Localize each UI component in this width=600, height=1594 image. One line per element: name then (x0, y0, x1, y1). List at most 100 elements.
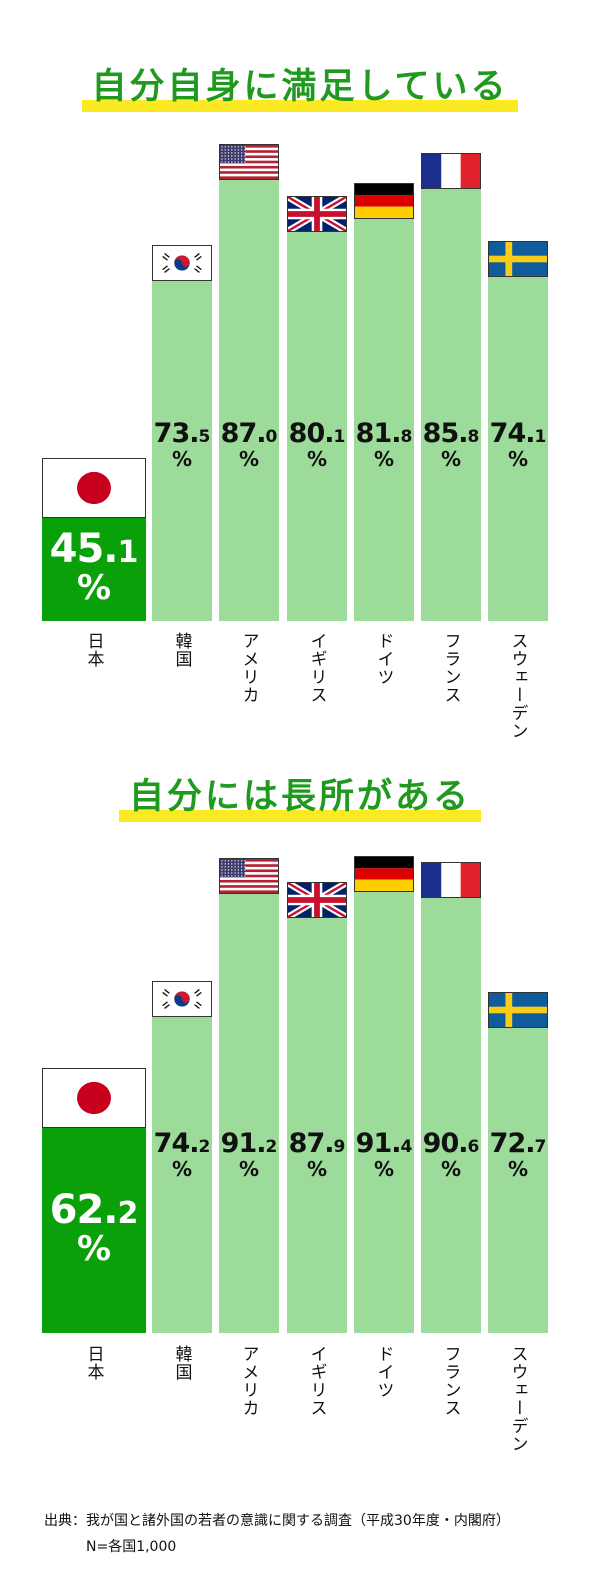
sweden-flag-icon (488, 240, 548, 277)
value-unit: % (76, 568, 112, 609)
uk-flag-icon (287, 881, 347, 918)
value-unit: % (440, 1157, 462, 1181)
category-label: イギリス (306, 1345, 327, 1417)
uk-flag-icon (287, 195, 347, 232)
germany-flag-icon (354, 183, 414, 220)
value-unit: % (171, 1157, 193, 1181)
bar (42, 517, 146, 621)
usa-flag-icon (219, 857, 279, 894)
value-decimal: 5 (198, 427, 211, 447)
value-unit: % (76, 1229, 112, 1270)
value-decimal: 2 (265, 1137, 278, 1157)
value-unit: % (373, 447, 395, 471)
bar (421, 898, 481, 1333)
value-integer: 81. (355, 418, 402, 449)
value-decimal: 8 (467, 427, 480, 447)
bar (287, 917, 347, 1333)
value-integer: 80. (288, 418, 335, 449)
value-integer: 74. (153, 1128, 200, 1159)
germany-flag-icon (354, 856, 414, 893)
data-label: 62.2% (42, 1190, 146, 1266)
value-integer: 45. (49, 526, 119, 573)
bar (488, 1027, 548, 1333)
france-flag-icon (421, 153, 481, 190)
value-integer: 91. (355, 1128, 402, 1159)
value-unit: % (507, 1157, 529, 1181)
value-integer: 85. (422, 418, 469, 449)
category-label: アメリカ (238, 1345, 259, 1417)
data-label: 72.7% (488, 1130, 548, 1179)
japan-flag-icon (42, 1067, 146, 1128)
data-label: 81.8% (354, 420, 414, 469)
data-label: 87.9% (287, 1130, 347, 1179)
data-label: 90.6% (421, 1130, 481, 1179)
data-label: 91.2% (219, 1130, 279, 1179)
value-unit: % (306, 447, 328, 471)
category-label: スウェーデン (507, 1345, 528, 1453)
france-flag-icon (421, 862, 481, 899)
value-decimal: 4 (400, 1137, 413, 1157)
bar (152, 281, 212, 621)
value-unit: % (238, 1157, 260, 1181)
value-integer: 87. (288, 1128, 335, 1159)
value-unit: % (440, 447, 462, 471)
chart-1-title: 自分自身に満足している (0, 58, 600, 112)
category-label: スウェーデン (507, 632, 528, 740)
value-decimal: 8 (400, 427, 413, 447)
data-label: 85.8% (421, 420, 481, 469)
value-integer: 73. (153, 418, 200, 449)
value-integer: 62. (49, 1187, 119, 1234)
data-label: 87.0% (219, 420, 279, 469)
value-decimal: 1 (534, 427, 547, 447)
value-decimal: 1 (333, 427, 346, 447)
category-label: アメリカ (238, 632, 259, 704)
category-label: 日本 (83, 632, 104, 668)
value-decimal: 1 (117, 535, 139, 571)
value-decimal: 2 (117, 1196, 139, 1232)
sample-size: N=各国1,000 (86, 1539, 177, 1555)
value-decimal: 6 (467, 1137, 480, 1157)
value-decimal: 7 (534, 1137, 547, 1157)
source-citation: 出典：我が国と諸外国の若者の意識に関する調査（平成30年度・内閣府） (44, 1513, 510, 1529)
data-label: 45.1% (42, 529, 146, 605)
category-label: イギリス (306, 632, 327, 704)
chart-2-title: 自分には長所がある (0, 768, 600, 822)
data-label: 91.4% (354, 1130, 414, 1179)
bar (219, 180, 279, 621)
data-label: 74.2% (152, 1130, 212, 1179)
value-unit: % (373, 1157, 395, 1181)
value-integer: 72. (489, 1128, 536, 1159)
value-unit: % (507, 447, 529, 471)
category-label: ドイツ (373, 1345, 394, 1399)
value-unit: % (306, 1157, 328, 1181)
value-integer: 91. (220, 1128, 267, 1159)
category-label: 日本 (83, 1345, 104, 1381)
bar (219, 893, 279, 1333)
bar (287, 231, 347, 621)
category-label: 韓国 (171, 632, 192, 668)
bar (354, 892, 414, 1333)
category-label: フランス (440, 632, 461, 704)
data-label: 74.1% (488, 420, 548, 469)
value-decimal: 2 (198, 1137, 211, 1157)
category-label: フランス (440, 1345, 461, 1417)
korea-flag-icon (152, 245, 212, 282)
category-label: 韓国 (171, 1345, 192, 1381)
source-note: 出典：我が国と諸外国の若者の意識に関する調査（平成30年度・内閣府） N=各国1… (44, 1508, 510, 1560)
value-integer: 90. (422, 1128, 469, 1159)
value-unit: % (238, 447, 260, 471)
bar (354, 219, 414, 621)
bar (421, 189, 481, 621)
bar (42, 1127, 146, 1333)
korea-flag-icon (152, 980, 212, 1017)
category-label: ドイツ (373, 632, 394, 686)
value-integer: 74. (489, 418, 536, 449)
value-unit: % (171, 447, 193, 471)
value-decimal: 0 (265, 427, 278, 447)
data-label: 73.5% (152, 420, 212, 469)
usa-flag-icon (219, 144, 279, 181)
bar (488, 276, 548, 621)
sweden-flag-icon (488, 991, 548, 1028)
japan-flag-icon (42, 457, 146, 518)
value-decimal: 9 (333, 1137, 346, 1157)
